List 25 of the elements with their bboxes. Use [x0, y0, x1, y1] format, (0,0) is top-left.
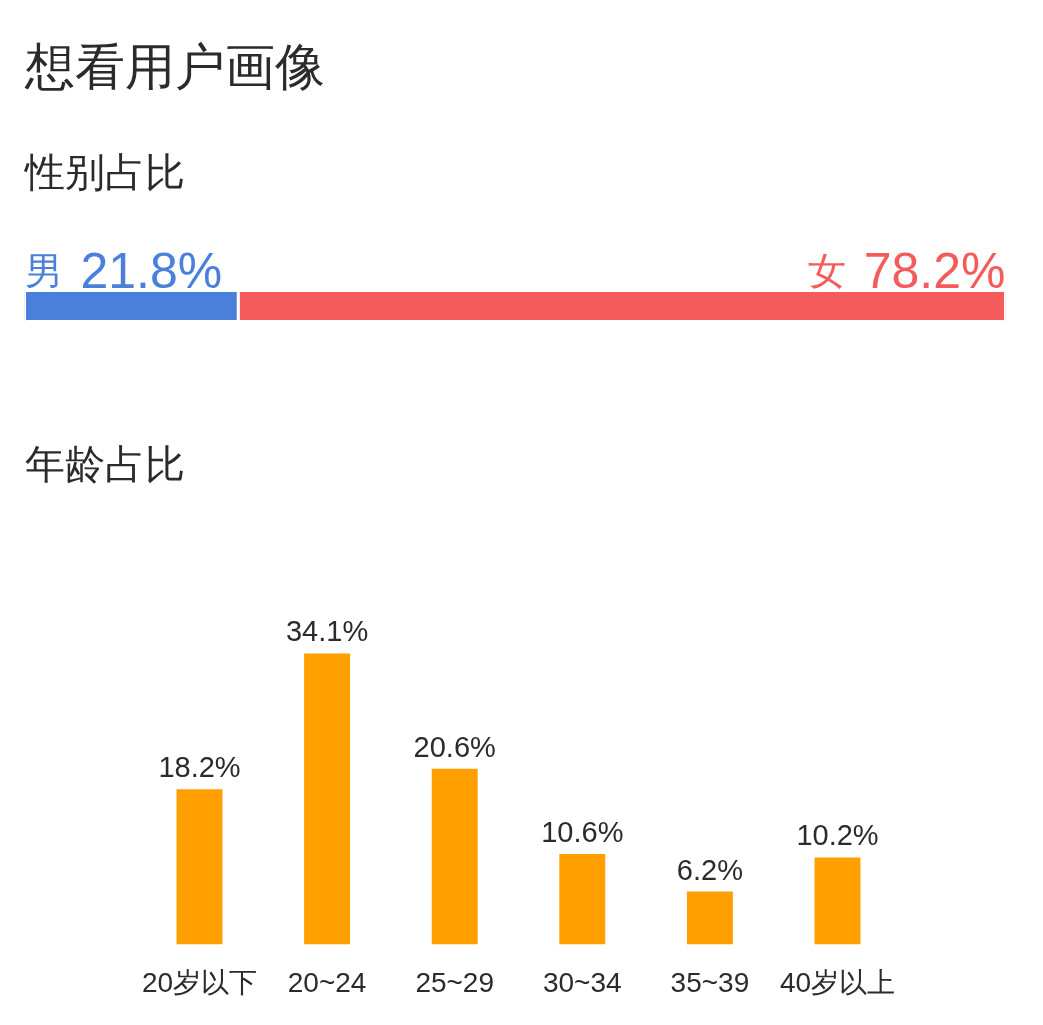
- bar: [814, 857, 861, 945]
- data-label: 78.2%: [863, 242, 1006, 299]
- data-label: 18.2%: [158, 751, 241, 784]
- x-tick-label: 20~24: [287, 966, 367, 998]
- data-label: 21.8%: [80, 242, 223, 299]
- chart-title: 年龄占比: [24, 441, 185, 486]
- data-label: 10.2%: [796, 819, 879, 852]
- x-tick-label: 20岁以下: [141, 966, 258, 998]
- data-label: 10.6%: [541, 816, 624, 849]
- bar: [176, 789, 223, 945]
- data-label: 20.6%: [413, 730, 496, 763]
- data-label: 6.2%: [676, 853, 743, 886]
- x-tick-label: 25~29: [415, 966, 495, 998]
- bar: [304, 653, 351, 945]
- data-label: 34.1%: [285, 615, 369, 648]
- bar: [431, 768, 478, 945]
- bar: [686, 891, 733, 945]
- x-tick-label: 35~39: [670, 966, 750, 998]
- chart-title: 想看用户画像: [23, 39, 325, 95]
- series-label: 女: [807, 249, 846, 292]
- x-tick-label: 40岁以上: [779, 966, 896, 998]
- chart-subtitle: 性别占比: [22, 149, 185, 194]
- bar: [559, 854, 606, 945]
- series-label: 男: [24, 249, 63, 292]
- x-tick-label: 30~34: [542, 966, 622, 998]
